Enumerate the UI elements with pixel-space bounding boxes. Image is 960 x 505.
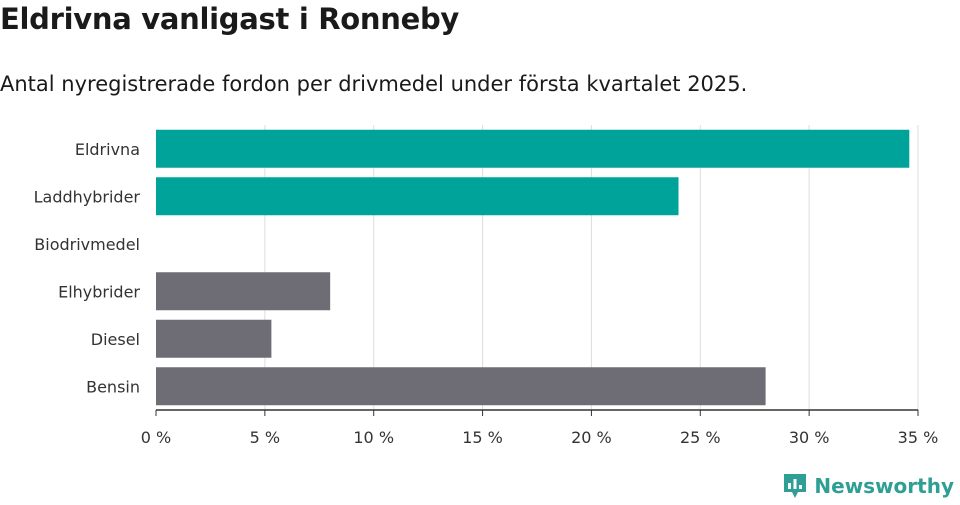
category-label: Bensin bbox=[86, 377, 140, 396]
x-tick-label: 20 % bbox=[571, 428, 612, 447]
chart-title: Eldrivna vanligast i Ronneby bbox=[0, 2, 460, 36]
category-label: Elhybrider bbox=[58, 282, 140, 301]
category-labels: Eldrivna Laddhybrider Biodrivmedel Elhybrid… bbox=[34, 140, 141, 397]
x-tick-label: 0 % bbox=[141, 428, 171, 447]
bar-elhybrider bbox=[156, 272, 331, 311]
brand-name: Newsworthy bbox=[814, 474, 954, 498]
bar-chart: Eldrivna Laddhybrider Biodrivmedel Elhybrid… bbox=[34, 125, 939, 447]
bar-eldrivna bbox=[156, 129, 910, 168]
newsworthy-logo-icon bbox=[784, 474, 807, 498]
x-tick-label: 5 % bbox=[250, 428, 280, 447]
category-label: Biodrivmedel bbox=[34, 235, 140, 254]
bar-diesel bbox=[156, 319, 272, 358]
category-label: Diesel bbox=[91, 330, 140, 349]
bars bbox=[156, 129, 910, 406]
bar-bensin bbox=[156, 367, 766, 406]
category-label: Eldrivna bbox=[75, 140, 140, 159]
bar-laddhybrider bbox=[156, 177, 679, 216]
x-tick-label: 25 % bbox=[680, 428, 721, 447]
x-tick-label: 10 % bbox=[353, 428, 394, 447]
chart-subtitle: Antal nyregistrerade fordon per drivmede… bbox=[0, 72, 748, 96]
x-tick-label: 15 % bbox=[462, 428, 503, 447]
newsworthy-logo: Newsworthy bbox=[782, 471, 954, 501]
gridlines bbox=[264, 125, 919, 410]
x-tick-label: 30 % bbox=[789, 428, 830, 447]
x-axis: 0 % 5 % 10 % 15 % 20 % 25 % 30 % 35 % bbox=[141, 409, 939, 447]
x-tick-label: 35 % bbox=[898, 428, 939, 447]
category-label: Laddhybrider bbox=[34, 187, 141, 206]
